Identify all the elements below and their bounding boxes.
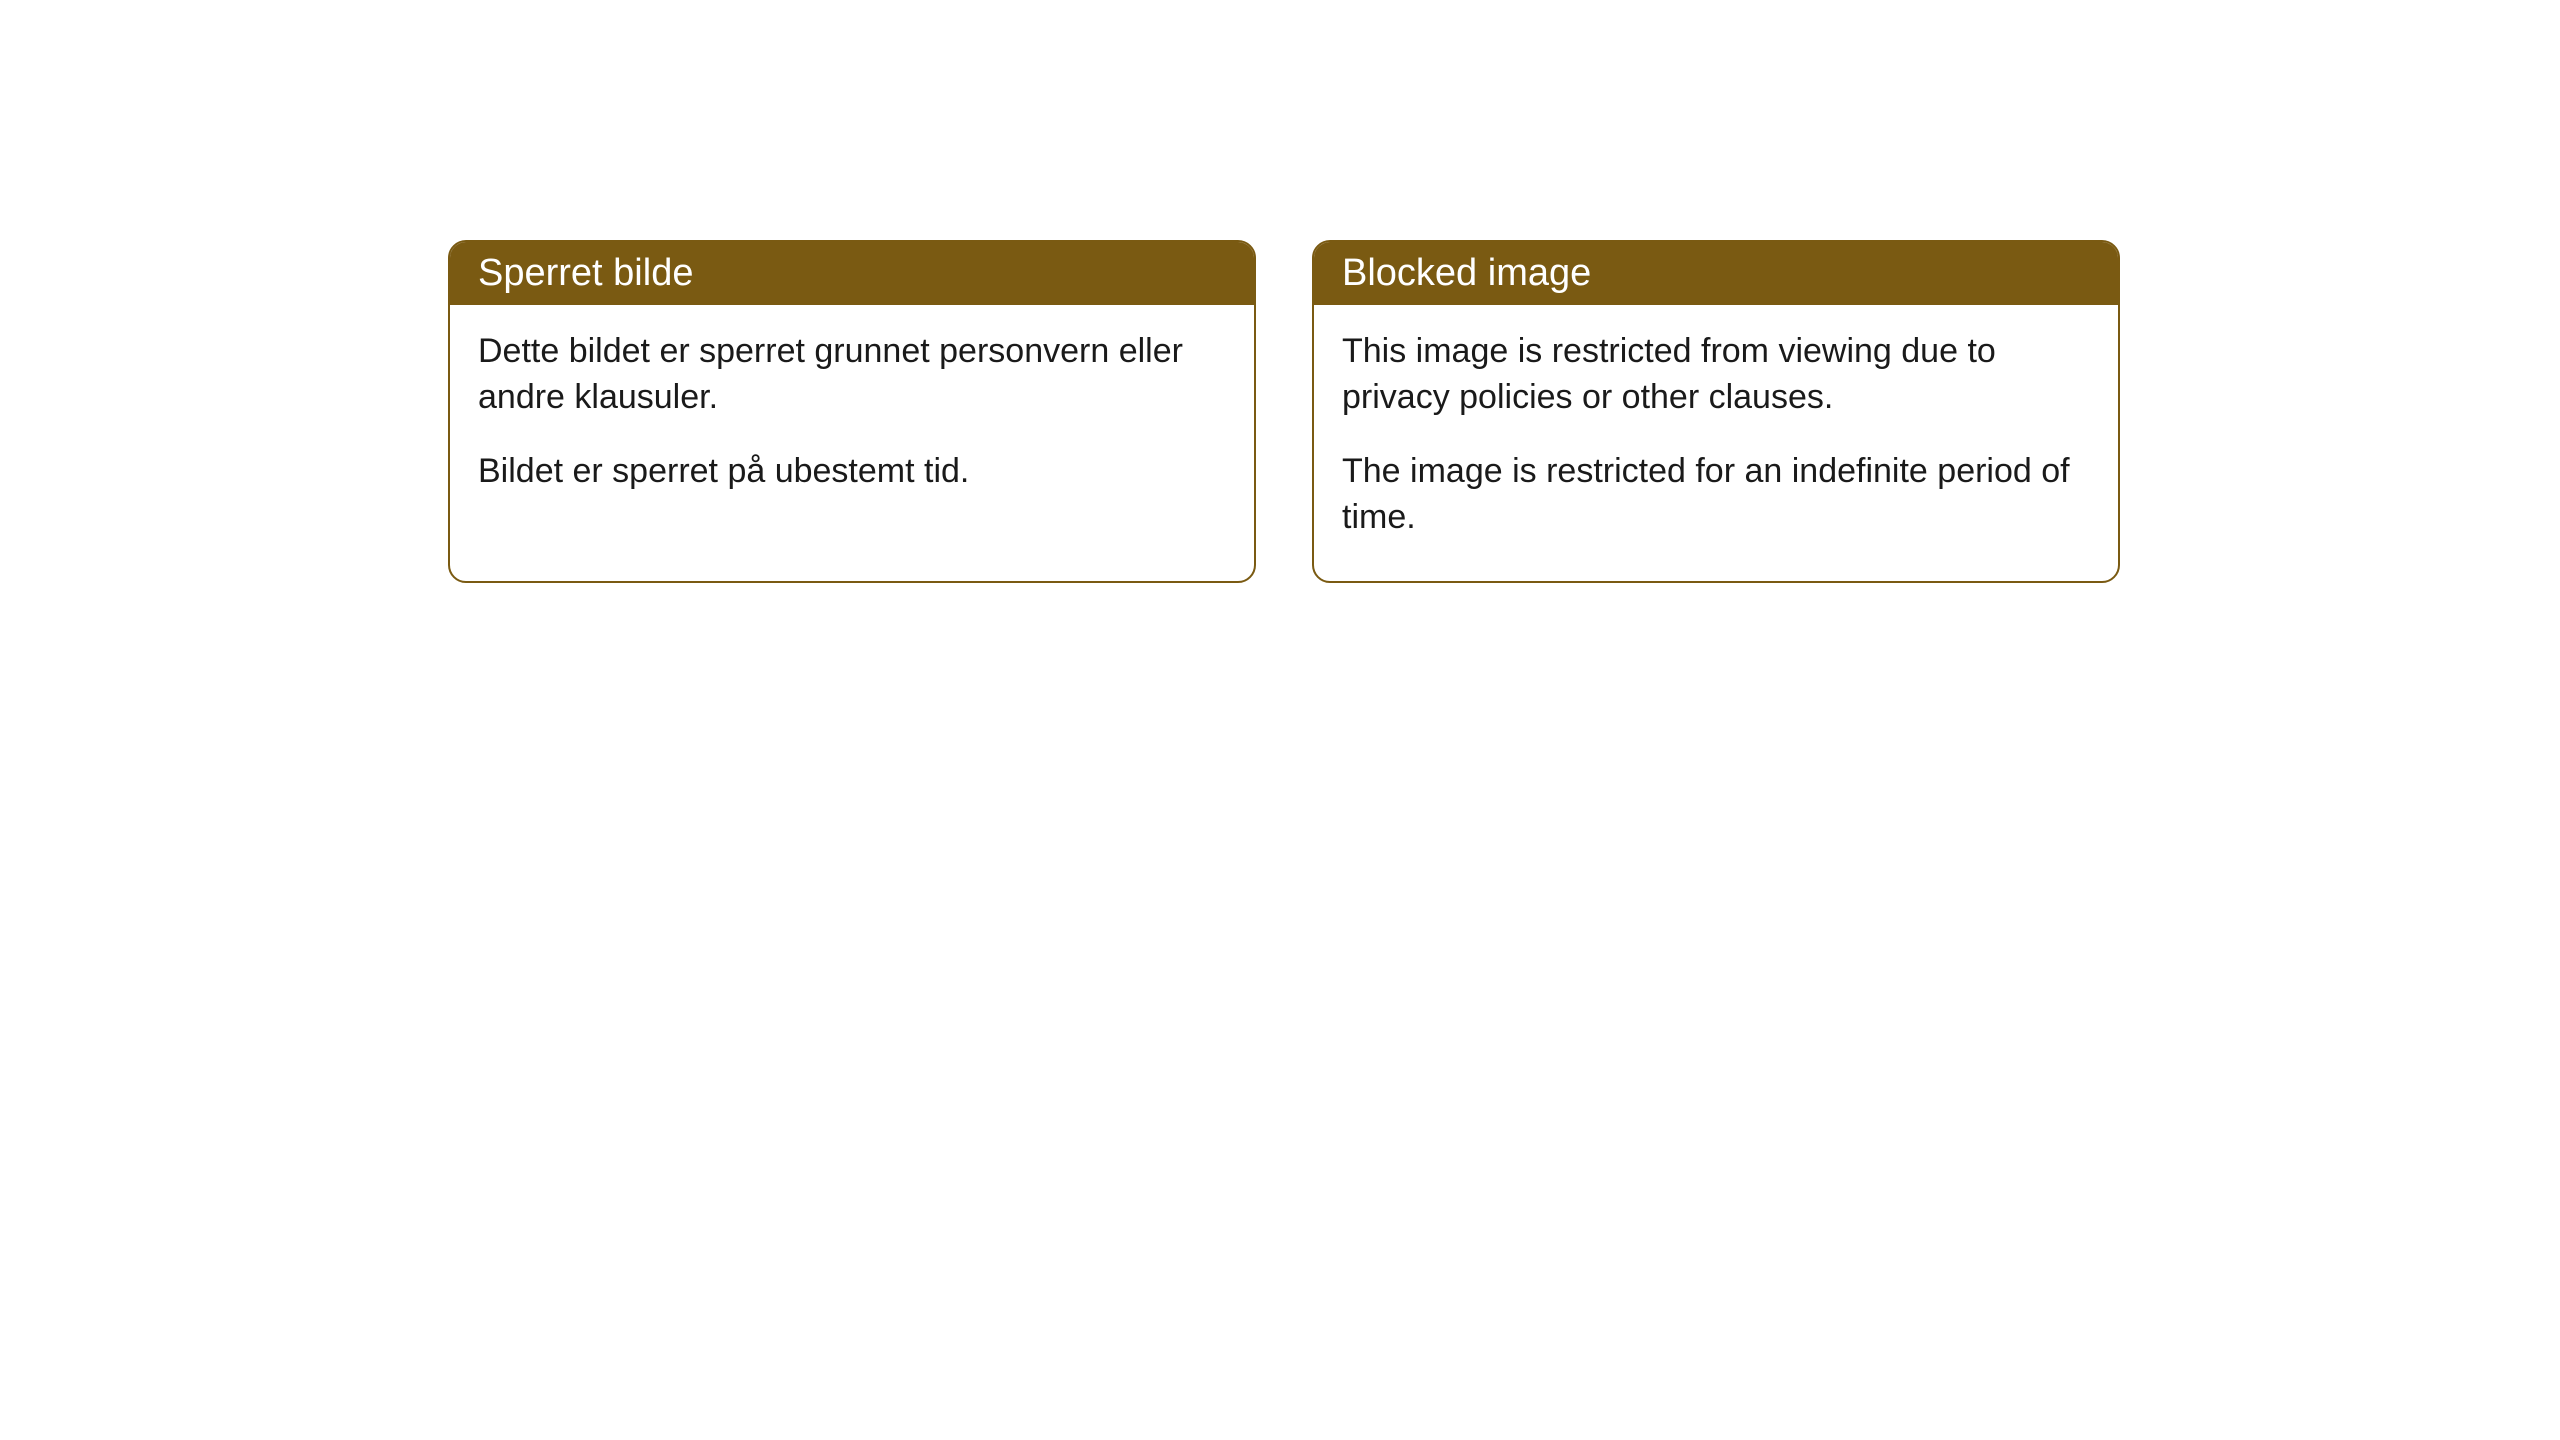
card-paragraph: The image is restricted for an indefinit… xyxy=(1342,449,2090,541)
card-body: Dette bildet er sperret grunnet personve… xyxy=(450,305,1254,535)
card-paragraph: This image is restricted from viewing du… xyxy=(1342,329,2090,421)
card-body: This image is restricted from viewing du… xyxy=(1314,305,2118,581)
blocked-image-card-english: Blocked image This image is restricted f… xyxy=(1312,240,2120,583)
card-header: Blocked image xyxy=(1314,242,2118,305)
card-paragraph: Bildet er sperret på ubestemt tid. xyxy=(478,449,1226,495)
card-title: Sperret bilde xyxy=(478,252,693,294)
notice-cards-container: Sperret bilde Dette bildet er sperret gr… xyxy=(448,240,2120,583)
card-paragraph: Dette bildet er sperret grunnet personve… xyxy=(478,329,1226,421)
card-title: Blocked image xyxy=(1342,252,1591,294)
card-header: Sperret bilde xyxy=(450,242,1254,305)
blocked-image-card-norwegian: Sperret bilde Dette bildet er sperret gr… xyxy=(448,240,1256,583)
